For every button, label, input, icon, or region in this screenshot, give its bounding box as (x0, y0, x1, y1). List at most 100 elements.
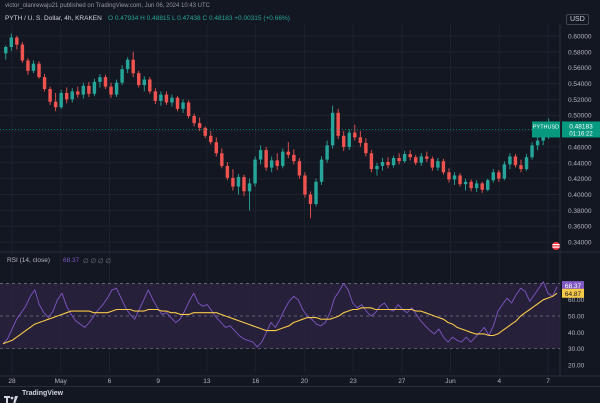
candle-body[interactable] (103, 77, 108, 87)
candle-body[interactable] (458, 175, 462, 185)
candle-body[interactable] (502, 164, 507, 179)
candle-body[interactable] (247, 183, 252, 192)
candle-body[interactable] (402, 154, 407, 162)
candle-body[interactable] (408, 154, 412, 158)
candle-body[interactable] (364, 142, 368, 154)
candle-body[interactable] (258, 150, 263, 160)
candle-body[interactable] (148, 79, 152, 92)
candle-body[interactable] (297, 161, 302, 176)
candle-body[interactable] (397, 158, 401, 162)
candle-body[interactable] (98, 77, 102, 82)
candle-body[interactable] (131, 59, 135, 74)
candle-body[interactable] (286, 151, 291, 155)
candle-body[interactable] (81, 85, 86, 95)
candle-body[interactable] (491, 172, 496, 181)
candle-body[interactable] (26, 60, 30, 71)
candle-body[interactable] (375, 165, 379, 170)
candle-body[interactable] (530, 145, 534, 158)
candle-body[interactable] (137, 73, 141, 86)
candle-body[interactable] (92, 81, 97, 94)
us-flag-icon[interactable] (552, 242, 560, 250)
last-price-tag[interactable] (562, 121, 600, 138)
candle-body[interactable] (59, 92, 63, 108)
candle-body[interactable] (31, 63, 36, 71)
candle-body[interactable] (358, 137, 363, 143)
candle-body[interactable] (353, 132, 357, 138)
candle-body[interactable] (369, 153, 374, 170)
candle-body[interactable] (336, 112, 340, 136)
candle-body[interactable] (9, 37, 14, 47)
candle-body[interactable] (53, 101, 58, 108)
candle-body[interactable] (4, 46, 8, 54)
candle-body[interactable] (447, 172, 451, 180)
candle-body[interactable] (225, 165, 230, 178)
candle-body[interactable] (419, 156, 423, 163)
candle-body[interactable] (186, 102, 191, 116)
candle-body[interactable] (231, 177, 235, 187)
candle-body[interactable] (48, 89, 52, 102)
candle-body[interactable] (380, 161, 385, 166)
candle-body[interactable] (303, 175, 307, 195)
candle-body[interactable] (20, 44, 25, 61)
candle-body[interactable] (319, 159, 324, 182)
candle-body[interactable] (524, 157, 529, 170)
candle-body[interactable] (441, 161, 446, 173)
candle-body[interactable] (486, 180, 490, 190)
candle-body[interactable] (87, 85, 91, 94)
currency-button[interactable]: USD (566, 14, 589, 25)
candle-body[interactable] (452, 175, 457, 180)
symbol-price-tag[interactable] (532, 121, 560, 138)
candle-body[interactable] (425, 156, 429, 159)
candle-body[interactable] (314, 181, 318, 205)
candle-body[interactable] (325, 145, 329, 160)
rsi-ma-line[interactable] (2, 292, 558, 345)
candle-body[interactable] (414, 157, 418, 163)
candle-body[interactable] (214, 142, 219, 154)
candle-body[interactable] (197, 123, 202, 128)
candle-body[interactable] (142, 79, 146, 86)
footer-brand[interactable]: TradingView (22, 390, 64, 397)
symbol-title[interactable]: PYTH / U. S. Dollar, 4h, KRAKEN (5, 15, 102, 22)
candle-body[interactable] (292, 154, 296, 162)
candle-body[interactable] (253, 159, 257, 184)
candle-body[interactable] (264, 150, 268, 168)
candle-body[interactable] (308, 194, 313, 205)
candle-body[interactable] (497, 172, 501, 179)
candle-body[interactable] (480, 183, 484, 190)
candle-body[interactable] (175, 97, 180, 109)
candle-body[interactable] (220, 153, 224, 166)
candle-body[interactable] (203, 127, 207, 136)
candle-body[interactable] (164, 94, 169, 103)
candle-body[interactable] (64, 92, 69, 100)
candle-body[interactable] (159, 94, 163, 101)
candle-body[interactable] (181, 102, 185, 109)
candle-body[interactable] (386, 161, 390, 166)
candle-body[interactable] (76, 91, 80, 95)
candle-body[interactable] (125, 59, 130, 70)
candle-body[interactable] (209, 135, 213, 143)
candle-body[interactable] (341, 135, 346, 147)
tradingview-logo-icon[interactable] (4, 391, 18, 403)
candle-body[interactable] (275, 160, 279, 166)
candle-body[interactable] (109, 86, 113, 95)
candle-body[interactable] (513, 156, 518, 166)
candle-body[interactable] (269, 160, 274, 168)
rsi-legend[interactable]: RSI (14, close) (7, 257, 50, 264)
candle-body[interactable] (70, 91, 74, 100)
candle-body[interactable] (120, 69, 124, 83)
candle-body[interactable] (281, 151, 285, 166)
candle-body[interactable] (153, 91, 158, 101)
candle-body[interactable] (236, 177, 241, 187)
candle-body[interactable] (430, 158, 435, 168)
candle-body[interactable] (114, 82, 119, 95)
candle-body[interactable] (242, 177, 246, 192)
candle-body[interactable] (15, 37, 19, 45)
candle-body[interactable] (469, 181, 473, 189)
candle-body[interactable] (170, 97, 174, 103)
candle-body[interactable] (42, 77, 47, 90)
candle-body[interactable] (330, 112, 335, 146)
candle-body[interactable] (436, 161, 440, 168)
candle-body[interactable] (37, 63, 41, 78)
candle-body[interactable] (463, 181, 468, 185)
